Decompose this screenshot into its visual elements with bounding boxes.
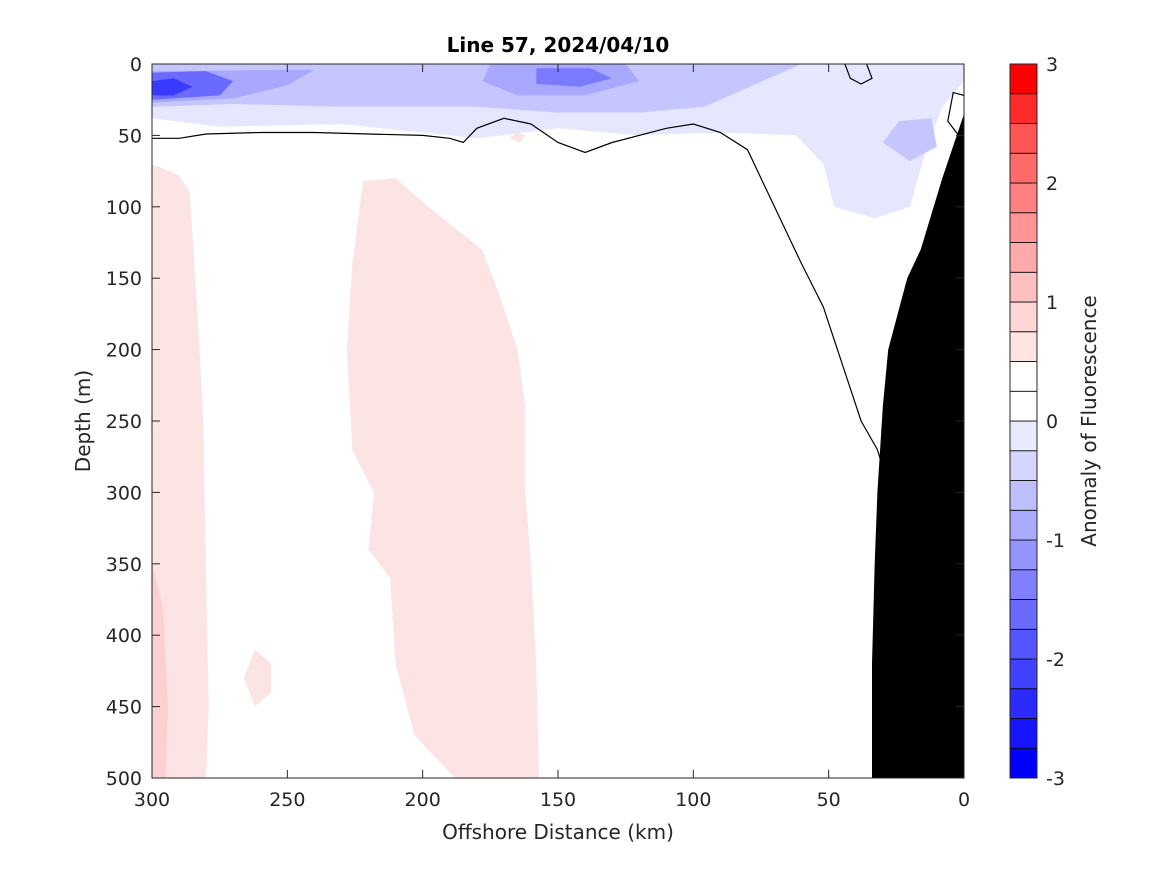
contour-line-2: [844, 64, 873, 85]
x-tick-label: 50: [817, 789, 841, 811]
colorbar-tick-label: 1: [1046, 292, 1058, 314]
colorbar-tick-label: 3: [1046, 54, 1058, 76]
colorbar-level: [1009, 688, 1038, 719]
y-tick-label: 0: [130, 54, 142, 76]
y-tick-label: 400: [106, 625, 142, 647]
x-tick-label: 100: [675, 789, 711, 811]
x-tick-label: 150: [540, 789, 576, 811]
colorbar-tick-label: 0: [1046, 411, 1058, 433]
colorbar-level: [1009, 599, 1038, 630]
bathymetry-shelf: [872, 114, 964, 778]
colorbar-level: [1009, 450, 1038, 481]
zero-contours: [152, 64, 964, 486]
y-tick-label: 450: [106, 697, 142, 719]
colorbar-level: [1009, 420, 1038, 452]
y-axis: 0 50 100 150 200 250 300 350 400 450 500: [106, 54, 964, 790]
anomaly-region-central-positive-column: [346, 178, 540, 778]
colorbar-level: [1009, 301, 1038, 333]
colorbar-level: [1009, 390, 1038, 422]
colorbar-level: [1009, 747, 1038, 779]
x-tick-label: 0: [958, 789, 970, 811]
colorbar-level: [1009, 93, 1038, 124]
colorbar-level: [1009, 212, 1038, 243]
anomaly-region-surface-positive-fleck: [509, 132, 526, 143]
y-tick-label: 200: [106, 340, 142, 362]
colorbar-level: [1009, 628, 1038, 660]
anomaly-region-midsection-core: [536, 68, 613, 87]
colorbar-level: [1009, 242, 1038, 273]
y-tick-label: 100: [106, 197, 142, 219]
anomaly-region-offshore-core-inner: [152, 78, 193, 96]
contour-line-3: [947, 91, 964, 136]
contour-line-1: [152, 117, 889, 486]
x-axis-title: Offshore Distance (km): [442, 820, 674, 844]
y-tick-label: 300: [106, 482, 142, 504]
colorbar-tick-label: 2: [1046, 173, 1058, 195]
y-axis-title: Depth (m): [71, 370, 95, 472]
anomaly-region-offshore-positive-column: [152, 164, 209, 778]
colorbar-level: [1009, 480, 1038, 511]
colorbar-title: Anomaly of Fluorescence: [1077, 295, 1101, 546]
colorbar-tick-label: -1: [1046, 530, 1065, 552]
colorbar-tick-label: -3: [1046, 768, 1065, 790]
colorbar-level: [1009, 331, 1038, 362]
colorbar: -3 -2 -1 0 1 2 3: [1009, 54, 1065, 790]
y-tick-label: 350: [106, 554, 142, 576]
colorbar-level: [1009, 658, 1038, 690]
colorbar-level: [1009, 569, 1038, 600]
anomaly-region-surface-negative-mid: [152, 64, 802, 113]
anomaly-region-small-positive-patch: [244, 649, 272, 707]
y-tick-label: 500: [106, 768, 142, 790]
colorbar-level: [1009, 539, 1038, 571]
colorbar-level: [1009, 718, 1038, 749]
y-tick-label: 50: [118, 125, 142, 147]
x-axis: 300 250 200 150 100 50 0: [134, 64, 970, 811]
anomaly-region-inshore-negative-patch: [882, 118, 937, 162]
anomaly-regions: [152, 64, 964, 778]
y-tick-label: 250: [106, 411, 142, 433]
anomaly-region-offshore-positive-edge: [152, 563, 169, 778]
colorbar-level: [1009, 182, 1038, 214]
colorbar-level: [1009, 152, 1038, 184]
colorbar-level: [1009, 123, 1038, 154]
colorbar-level: [1009, 271, 1038, 303]
colorbar-tick-label: -2: [1046, 649, 1065, 671]
colorbar-level: [1009, 63, 1038, 95]
x-tick-label: 250: [269, 789, 305, 811]
y-tick-label: 150: [106, 268, 142, 290]
colorbar-level: [1009, 361, 1038, 392]
x-tick-label: 300: [134, 789, 170, 811]
chart-title: Line 57, 2024/04/10: [447, 33, 670, 57]
colorbar-level: [1009, 509, 1038, 541]
bathymetry-layer: [872, 114, 964, 778]
plot-area: [152, 64, 964, 778]
x-tick-label: 200: [405, 789, 441, 811]
